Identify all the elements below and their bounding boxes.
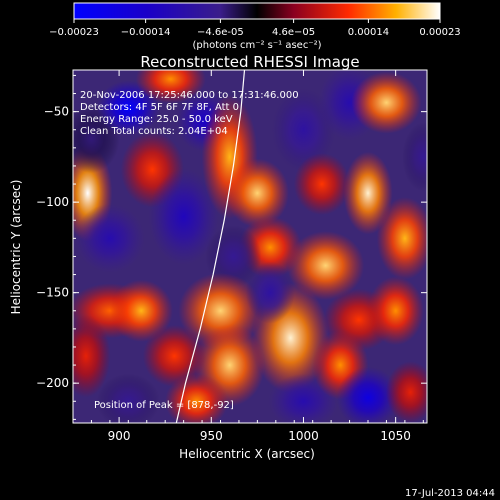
- x-axis-label: Heliocentric X (arcsec): [179, 447, 315, 461]
- heatmap-blob: [351, 71, 422, 134]
- heatmap-blob: [148, 168, 219, 265]
- annotation-peak: Position of Peak = [878,-92]: [94, 400, 234, 411]
- solar-limb-curve: [175, 70, 246, 423]
- y-tick-label: −200: [36, 376, 69, 390]
- colorbar-ticks: −0.00023 −0.00014 −4.6e-05 4.6e−05 0.00014 0.…: [49, 19, 461, 38]
- colorbar-tick-label: −0.00014: [121, 27, 171, 38]
- colorbar-tick-label: −4.6e-05: [197, 27, 244, 38]
- heatmap-blob: [74, 203, 145, 273]
- colorbar-tick-label: 0.00023: [419, 27, 460, 38]
- heatmap-blob: [73, 314, 111, 398]
- colorbar-tick-label: 0.00014: [348, 27, 389, 38]
- colorbar-unit-label: (photons cm⁻² s⁻¹ asec⁻²): [192, 40, 321, 51]
- heatmap-blob: [135, 70, 206, 104]
- x-tick-label: 950: [200, 429, 223, 443]
- heatmap-blob: [109, 279, 173, 342]
- axis-ticks: 900 950 1000 1050 −50 −100 −150 −200: [36, 70, 427, 443]
- y-tick-label: −150: [36, 286, 69, 300]
- heatmap-blob: [225, 158, 289, 228]
- plot-frame: [72, 69, 428, 424]
- heatmap-blob: [96, 373, 160, 423]
- heatmap-blob: [376, 197, 427, 280]
- heatmap-blob: [287, 231, 365, 300]
- annotation-time: 20-Nov-2006 17:25:46.000 to 17:31:46.000: [80, 90, 299, 101]
- heatmap-blob: [165, 373, 229, 423]
- heatmap-blob: [367, 276, 424, 346]
- heatmap-blob: [336, 366, 400, 423]
- heatmap-blob: [385, 361, 427, 423]
- heatmap-layer: [73, 70, 427, 423]
- heatmap-blob: [245, 261, 295, 324]
- footer-date: 17-Jul-2013 04:44: [405, 488, 495, 499]
- heatmap-blob: [402, 122, 427, 192]
- heatmap-blob: [142, 325, 206, 387]
- annotation-energy: Energy Range: 25.0 - 50.0 keV: [80, 114, 233, 125]
- colorbar: [73, 2, 441, 20]
- heatmap-blob: [343, 151, 393, 235]
- heatmap-blob: [293, 153, 350, 216]
- y-tick-label: −100: [36, 195, 69, 209]
- colorbar-tick-label: −0.00023: [49, 27, 99, 38]
- colorbar-tick-label: 4.6e−05: [272, 27, 315, 38]
- x-tick-label: 1050: [380, 429, 411, 443]
- chart-title: Reconstructed RHESSI Image: [140, 53, 359, 71]
- y-axis-label: Heliocentric Y (arcsec): [9, 180, 23, 315]
- x-tick-label: 900: [108, 429, 131, 443]
- x-tick-label: 1000: [288, 429, 319, 443]
- y-tick-label: −50: [44, 105, 69, 119]
- annotation-clean: Clean Total counts: 2.04E+04: [80, 126, 228, 137]
- annotation-detectors: Detectors: 4F 5F 6F 7F 8F, Att 0: [80, 102, 239, 113]
